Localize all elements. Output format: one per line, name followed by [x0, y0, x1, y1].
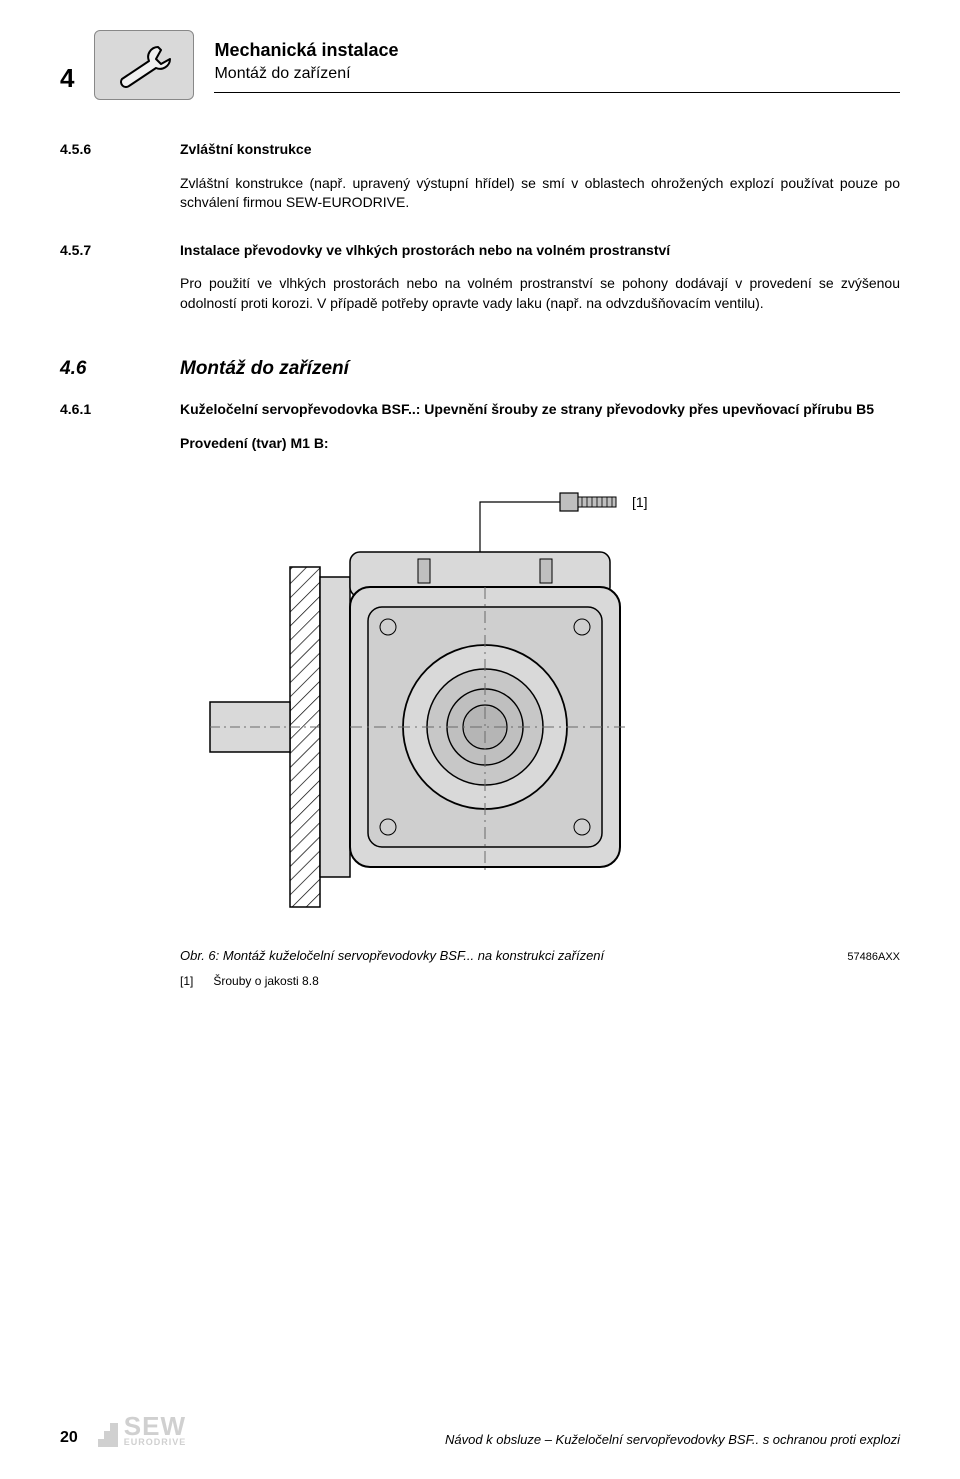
- section-456-body: Zvláštní konstrukce (např. upravený výst…: [180, 174, 900, 213]
- callout-screw: [1]: [480, 493, 648, 552]
- flange-plate: [320, 577, 350, 877]
- section-456-heading: 4.5.6 Zvláštní konstrukce: [60, 140, 900, 160]
- page: 4 Mechanická instalace Montáž do zařízen…: [0, 0, 960, 1479]
- footer-doc-title: Návod k obsluze – Kuželočelní servopřevo…: [445, 1431, 900, 1449]
- sew-logo: SEW EURODRIVE: [96, 1415, 187, 1449]
- logo-main: SEW: [124, 1415, 187, 1438]
- variant-label: Provedení (tvar) M1 B:: [180, 434, 900, 454]
- section-461-heading: 4.6.1 Kuželočelní servopřevodovka BSF..:…: [60, 400, 900, 420]
- gearbox-body: [350, 552, 625, 872]
- page-number: 20: [60, 1427, 78, 1449]
- chapter-number: 4: [60, 60, 74, 96]
- mounting-wall: [290, 567, 320, 907]
- wrench-icon: [94, 30, 194, 100]
- logo-sub: EURODRIVE: [124, 1436, 187, 1449]
- section-number: 4.5.6: [60, 140, 180, 160]
- callout-label: [1]: [632, 494, 648, 510]
- legend-text: Šrouby o jakosti 8.8: [213, 974, 318, 988]
- section-title: Zvláštní konstrukce: [180, 140, 312, 160]
- page-footer: 20 SEW EURODRIVE Návod k obsluze – Kužel…: [60, 1415, 900, 1449]
- section-title: Instalace převodovky ve vlhkých prostorá…: [180, 241, 670, 261]
- section-number: 4.6.1: [60, 400, 180, 420]
- section-457-heading: 4.5.7 Instalace převodovky ve vlhkých pr…: [60, 241, 900, 261]
- section-46-heading: 4.6 Montáž do zařízení: [60, 356, 900, 383]
- figure-caption: Obr. 6: Montáž kuželočelní servopřevodov…: [180, 947, 604, 965]
- page-header: 4 Mechanická instalace Montáž do zařízen…: [60, 30, 900, 100]
- figure-legend: [1] Šrouby o jakosti 8.8: [180, 973, 900, 990]
- header-title: Mechanická instalace: [214, 38, 900, 63]
- section-title: Kuželočelní servopřevodovka BSF..: Upevn…: [180, 400, 874, 420]
- section-number: 4.6: [60, 356, 180, 383]
- figure-caption-row: Obr. 6: Montáž kuželočelní servopřevodov…: [180, 947, 900, 965]
- gearbox-diagram: [1]: [180, 467, 740, 927]
- section-457-body: Pro použití ve vlhkých prostorách nebo n…: [180, 274, 900, 313]
- section-number: 4.5.7: [60, 241, 180, 261]
- header-subtitle: Montáž do zařízení: [214, 63, 900, 85]
- figure-code: 57486AXX: [847, 950, 900, 965]
- header-text-block: Mechanická instalace Montáž do zařízení: [214, 38, 900, 93]
- figure-6: [1]: [180, 467, 900, 933]
- section-title: Montáž do zařízení: [180, 356, 349, 383]
- legend-number: [1]: [180, 973, 210, 990]
